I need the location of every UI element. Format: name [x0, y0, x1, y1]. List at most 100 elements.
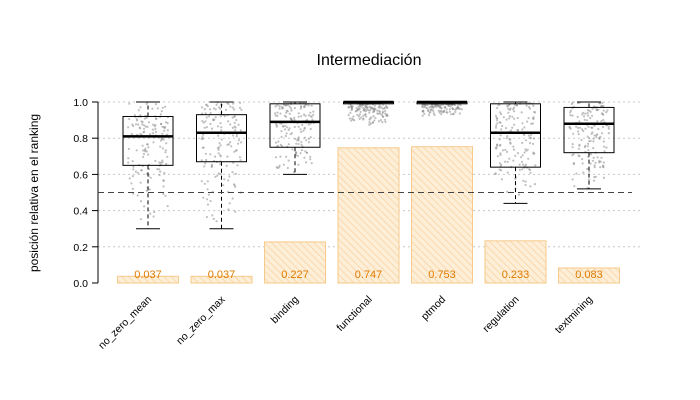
data-point: [158, 168, 161, 171]
boxplot-regulation: [490, 101, 541, 204]
y-axis: 0.0 0.2 0.4 0.6 0.8 1.0: [73, 97, 99, 290]
data-point: [147, 146, 150, 149]
data-point: [127, 157, 130, 160]
data-point: [276, 144, 280, 147]
data-point: [511, 108, 515, 111]
data-point: [528, 168, 532, 171]
data-point: [374, 116, 377, 120]
data-point: [459, 104, 462, 107]
data-point: [220, 138, 223, 141]
data-point: [309, 111, 312, 114]
category-label: binding: [269, 294, 302, 327]
box: [490, 103, 541, 168]
data-point: [280, 135, 283, 139]
data-point: [227, 208, 230, 211]
data-point: [162, 192, 165, 195]
data-point: [373, 104, 377, 107]
data-point: [501, 124, 504, 128]
data-point: [149, 212, 152, 215]
data-point: [494, 172, 497, 175]
data-point: [232, 183, 236, 186]
data-point: [596, 120, 599, 123]
data-point: [522, 179, 525, 182]
data-point: [523, 126, 526, 129]
data-point: [149, 133, 152, 136]
data-point: [203, 165, 206, 168]
data-point: [208, 115, 211, 118]
data-point: [161, 147, 164, 150]
data-point: [499, 152, 502, 155]
data-point: [297, 112, 300, 115]
data-point: [217, 148, 220, 151]
data-point: [229, 123, 232, 126]
data-point: [161, 106, 164, 109]
data-point: [233, 108, 236, 111]
data-point: [452, 112, 455, 115]
data-point: [166, 129, 169, 132]
data-point: [231, 126, 234, 129]
data-point: [310, 162, 313, 165]
data-point: [366, 108, 369, 111]
data-point: [127, 161, 130, 164]
data-point: [210, 165, 213, 168]
data-point: [145, 172, 148, 175]
data-point: [428, 111, 431, 114]
data-point: [300, 143, 303, 147]
data-point: [508, 108, 512, 111]
data-point: [288, 105, 291, 108]
data-point: [373, 109, 376, 112]
data-point: [500, 169, 503, 172]
data-point: [576, 115, 579, 118]
data-point: [532, 142, 535, 145]
data-point: [203, 126, 206, 129]
data-point: [457, 107, 460, 110]
data-point: [518, 163, 521, 166]
data-point: [496, 155, 499, 158]
data-point: [201, 120, 204, 123]
data-point: [578, 144, 581, 147]
data-point: [158, 161, 161, 164]
data-point: [154, 103, 158, 106]
data-point: [309, 136, 312, 139]
data-point: [517, 193, 521, 196]
category-label: textmining: [553, 294, 595, 336]
data-point: [381, 121, 384, 124]
data-point: [516, 104, 519, 107]
data-point: [240, 108, 243, 111]
data-point: [164, 126, 167, 129]
data-point: [299, 107, 302, 110]
data-point: [215, 103, 218, 106]
data-point: [352, 118, 355, 121]
data-point: [508, 157, 511, 160]
data-point: [299, 152, 302, 155]
data-point: [287, 104, 290, 107]
data-point: [144, 150, 147, 153]
data-point: [233, 125, 236, 128]
data-point: [509, 142, 512, 145]
data-point: [290, 107, 293, 110]
data-point: [378, 106, 381, 109]
data-point: [160, 110, 163, 113]
data-point: [237, 139, 241, 142]
data-point: [204, 112, 207, 115]
data-point: [234, 210, 237, 213]
data-point: [512, 159, 515, 162]
data-point: [161, 159, 164, 162]
data-point: [312, 110, 315, 113]
data-point: [285, 109, 288, 112]
data-point: [436, 104, 439, 107]
data-point: [134, 123, 138, 126]
data-point: [506, 160, 509, 163]
data-point: [280, 130, 283, 133]
data-point: [496, 106, 499, 110]
data-point: [568, 126, 571, 129]
data-point: [572, 161, 576, 165]
data-point: [355, 110, 358, 113]
data-point: [602, 109, 605, 112]
data-point: [384, 120, 387, 123]
data-point: [531, 122, 534, 125]
data-point: [217, 172, 220, 175]
data-point: [300, 130, 303, 133]
data-point: [602, 113, 605, 116]
data-point: [349, 111, 352, 114]
